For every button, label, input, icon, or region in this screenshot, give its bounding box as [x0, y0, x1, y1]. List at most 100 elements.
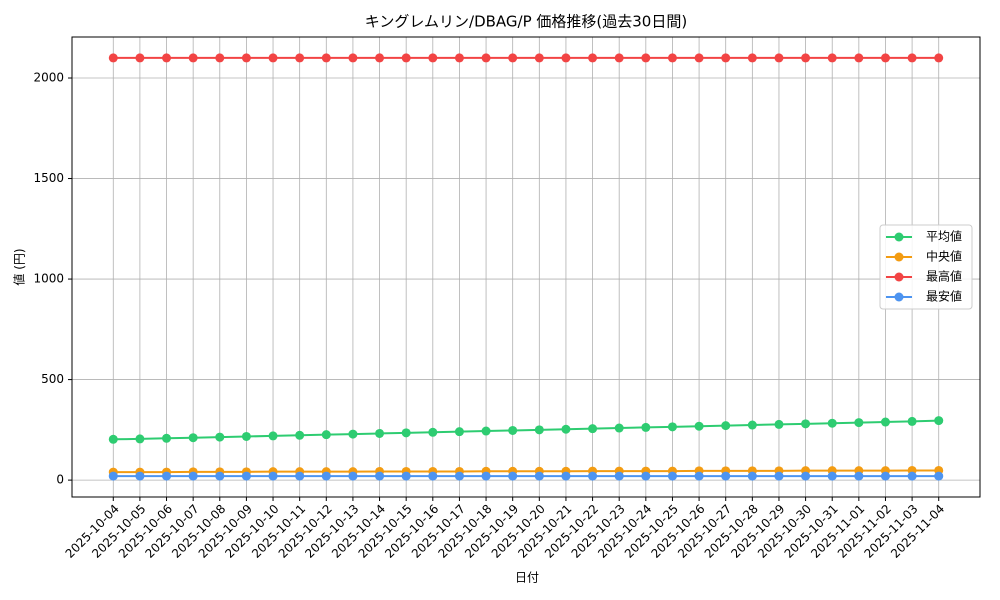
- data-point: [854, 53, 864, 63]
- data-point: [934, 471, 944, 481]
- y-tick-label: 0: [56, 473, 64, 487]
- data-point: [880, 471, 890, 481]
- data-point: [401, 428, 411, 438]
- data-point: [747, 471, 757, 481]
- data-point: [268, 431, 278, 441]
- y-tick-label: 500: [41, 372, 64, 386]
- data-point: [108, 434, 118, 444]
- data-point: [747, 53, 757, 63]
- data-point: [135, 434, 145, 444]
- data-point: [241, 53, 251, 63]
- data-point: [934, 53, 944, 63]
- data-point: [534, 471, 544, 481]
- data-point: [801, 419, 811, 429]
- data-point: [454, 471, 464, 481]
- data-point: [375, 428, 385, 438]
- data-point: [854, 418, 864, 428]
- data-point: [481, 53, 491, 63]
- data-point: [667, 471, 677, 481]
- data-point: [135, 53, 145, 63]
- y-tick-label: 1500: [33, 171, 64, 185]
- y-axis-label: 値 (円): [12, 248, 27, 285]
- y-tick-label: 2000: [33, 71, 64, 85]
- data-point: [321, 53, 331, 63]
- data-point: [774, 53, 784, 63]
- data-point: [588, 53, 598, 63]
- data-point: [641, 422, 651, 432]
- legend-marker: [894, 252, 904, 262]
- legend-label: 平均値: [926, 229, 962, 244]
- plot: [108, 53, 944, 481]
- data-point: [188, 471, 198, 481]
- data-point: [375, 53, 385, 63]
- data-point: [880, 417, 890, 427]
- data-point: [268, 471, 278, 481]
- data-point: [561, 53, 571, 63]
- data-point: [508, 425, 518, 435]
- x-axis-label: 日付: [515, 571, 539, 585]
- data-point: [428, 427, 438, 437]
- data-point: [295, 430, 305, 440]
- data-point: [401, 471, 411, 481]
- data-point: [588, 424, 598, 434]
- data-point: [694, 421, 704, 431]
- data-point: [215, 471, 225, 481]
- data-point: [667, 53, 677, 63]
- data-point: [241, 471, 251, 481]
- data-point: [561, 471, 571, 481]
- data-point: [295, 53, 305, 63]
- data-point: [108, 471, 118, 481]
- data-point: [188, 433, 198, 443]
- data-point: [162, 471, 172, 481]
- data-point: [162, 433, 172, 443]
- data-point: [534, 53, 544, 63]
- data-point: [827, 418, 837, 428]
- data-point: [747, 420, 757, 430]
- legend-marker: [894, 272, 904, 282]
- data-point: [694, 471, 704, 481]
- data-point: [508, 53, 518, 63]
- axes-frame: [71, 36, 981, 498]
- data-point: [162, 53, 172, 63]
- data-point: [454, 427, 464, 437]
- data-point: [907, 416, 917, 426]
- data-point: [375, 471, 385, 481]
- legend-marker: [894, 292, 904, 302]
- data-point: [561, 424, 571, 434]
- data-point: [614, 471, 624, 481]
- data-point: [588, 471, 598, 481]
- data-point: [880, 53, 890, 63]
- data-point: [428, 53, 438, 63]
- data-point: [188, 53, 198, 63]
- data-point: [721, 53, 731, 63]
- data-point: [348, 53, 358, 63]
- data-point: [774, 471, 784, 481]
- data-point: [321, 430, 331, 440]
- data-point: [801, 471, 811, 481]
- legend-marker: [894, 232, 904, 242]
- data-point: [721, 471, 731, 481]
- data-point: [454, 53, 464, 63]
- data-point: [401, 53, 411, 63]
- data-point: [268, 53, 278, 63]
- data-point: [348, 471, 358, 481]
- data-point: [348, 429, 358, 439]
- data-point: [481, 471, 491, 481]
- data-point: [934, 416, 944, 426]
- data-point: [854, 471, 864, 481]
- data-point: [667, 422, 677, 432]
- data-point: [135, 471, 145, 481]
- data-point: [534, 425, 544, 435]
- data-point: [641, 53, 651, 63]
- data-point: [215, 432, 225, 442]
- data-point: [241, 431, 251, 441]
- data-point: [295, 471, 305, 481]
- data-point: [801, 53, 811, 63]
- legend-label: 最安値: [926, 289, 962, 304]
- data-point: [721, 421, 731, 431]
- data-point: [641, 471, 651, 481]
- chart-title: キングレムリン/DBAG/P 価格推移(過去30日間): [365, 13, 687, 31]
- data-point: [614, 53, 624, 63]
